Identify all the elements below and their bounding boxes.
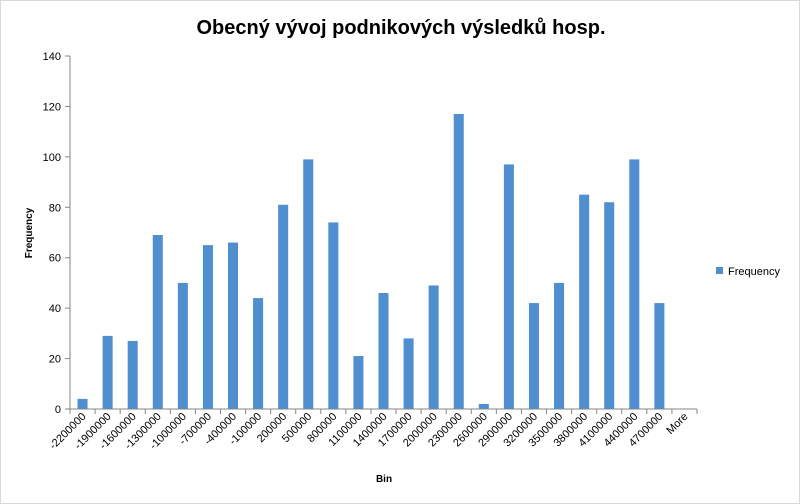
y-tick-label: 60 bbox=[49, 253, 61, 265]
bar--1000000 bbox=[177, 282, 188, 409]
bar-2300000 bbox=[453, 113, 464, 410]
bar--400000 bbox=[228, 242, 239, 409]
bar-1100000 bbox=[353, 356, 364, 409]
legend-label: Frequency bbox=[728, 266, 780, 278]
bar--1600000 bbox=[127, 340, 138, 409]
y-tick-label: 40 bbox=[49, 303, 61, 315]
bar-3500000 bbox=[554, 282, 565, 409]
y-tick-label: 140 bbox=[43, 51, 61, 63]
chart-title: Obecný vývoj podnikových výsledků hosp. bbox=[196, 17, 605, 39]
x-axis-title: Bin bbox=[376, 474, 392, 485]
bar--2200000 bbox=[77, 398, 88, 409]
bar-500000 bbox=[303, 159, 314, 409]
bar-200000 bbox=[278, 204, 289, 409]
bars bbox=[77, 113, 665, 410]
bar--1300000 bbox=[152, 235, 163, 409]
y-tick-label: 0 bbox=[55, 404, 61, 416]
bar--1900000 bbox=[102, 335, 113, 409]
legend: Frequency bbox=[716, 266, 780, 278]
bar--100000 bbox=[253, 298, 264, 409]
bar-1400000 bbox=[378, 293, 389, 409]
x-tick-label: More bbox=[664, 411, 690, 437]
bar-2600000 bbox=[478, 403, 489, 409]
bar-2900000 bbox=[503, 164, 514, 409]
bar-1700000 bbox=[403, 338, 414, 409]
x-axis: -2200000-1900000-1600000-1300000-1000000… bbox=[47, 408, 698, 452]
y-tick-label: 20 bbox=[49, 354, 61, 366]
legend-swatch bbox=[716, 267, 723, 274]
bar-4700000 bbox=[654, 303, 665, 409]
bar--700000 bbox=[202, 245, 213, 409]
bar-3800000 bbox=[579, 194, 590, 409]
y-axis-title: Frequency bbox=[24, 207, 35, 258]
bar-2000000 bbox=[428, 285, 439, 409]
bar-3200000 bbox=[528, 303, 539, 409]
y-tick-label: 120 bbox=[43, 101, 61, 113]
y-tick-label: 100 bbox=[43, 152, 61, 164]
bar-800000 bbox=[328, 222, 339, 409]
y-tick-label: 80 bbox=[49, 202, 61, 214]
bar-4100000 bbox=[604, 202, 615, 409]
bar-4400000 bbox=[629, 159, 640, 409]
y-axis: 0 20 40 60 80 100 120 140 bbox=[43, 51, 71, 416]
